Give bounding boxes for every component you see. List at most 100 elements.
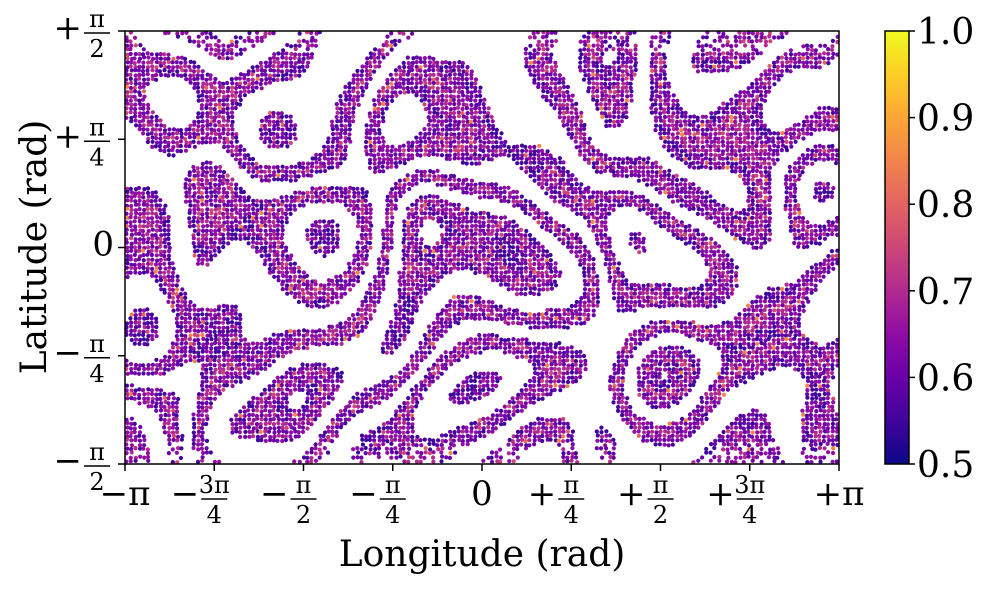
scatter-point xyxy=(409,64,414,69)
scatter-point xyxy=(145,127,150,132)
scatter-point xyxy=(679,189,684,194)
scatter-point xyxy=(275,236,280,241)
scatter-point xyxy=(620,93,625,98)
scatter-point xyxy=(402,236,407,242)
scatter-point xyxy=(796,228,801,233)
scatter-point xyxy=(662,38,667,43)
scatter-point xyxy=(481,119,486,124)
scatter-point xyxy=(196,195,201,200)
scatter-point xyxy=(595,56,600,61)
scatter-point xyxy=(801,223,806,229)
scatter-point xyxy=(234,135,239,140)
scatter-point xyxy=(128,215,133,220)
scatter-point xyxy=(657,52,662,57)
scatter-point xyxy=(293,190,298,195)
scatter-point xyxy=(600,51,605,57)
scatter-point xyxy=(674,123,679,128)
scatter-point xyxy=(254,198,260,203)
scatter-point xyxy=(742,173,748,178)
scatter-point xyxy=(805,147,811,152)
scatter-point xyxy=(789,144,794,149)
scatter-point xyxy=(713,136,718,141)
scatter-point xyxy=(502,227,507,232)
scatter-point xyxy=(625,43,630,48)
scatter-point xyxy=(473,253,478,258)
scatter-point xyxy=(762,98,768,103)
scatter-point xyxy=(788,131,793,137)
scatter-point xyxy=(136,59,141,64)
scatter-point xyxy=(330,229,335,234)
scatter-point xyxy=(418,76,423,81)
scatter-point xyxy=(792,135,797,140)
scatter-point xyxy=(464,131,469,136)
scatter-point xyxy=(347,102,352,107)
scatter-point xyxy=(713,127,718,132)
scatter-point xyxy=(355,68,360,73)
scatter-point xyxy=(285,144,290,149)
scatter-point xyxy=(170,68,175,73)
scatter-point xyxy=(759,140,764,145)
scatter-point xyxy=(528,174,533,179)
scatter-point xyxy=(222,202,227,207)
scatter-point xyxy=(183,60,188,65)
scatter-point xyxy=(481,156,486,161)
scatter-point xyxy=(258,232,263,237)
scatter-point xyxy=(205,215,210,220)
scatter-point xyxy=(212,240,217,245)
scatter-point xyxy=(767,177,772,182)
scatter-point xyxy=(439,140,444,145)
scatter-point xyxy=(208,31,213,36)
scatter-point xyxy=(133,249,139,254)
scatter-point xyxy=(436,131,441,136)
scatter-point xyxy=(825,194,830,199)
scatter-point xyxy=(557,103,563,108)
scatter-point xyxy=(334,194,339,199)
scatter-point xyxy=(570,132,575,137)
scatter-point xyxy=(229,149,234,154)
scatter-point xyxy=(692,52,697,57)
scatter-point xyxy=(293,52,298,57)
scatter-point xyxy=(330,185,335,191)
scatter-point xyxy=(755,207,760,212)
scatter-point xyxy=(805,156,810,161)
scatter-point xyxy=(758,77,763,82)
scatter-point xyxy=(574,127,580,132)
scatter-point xyxy=(595,219,600,224)
scatter-point xyxy=(460,211,465,216)
scatter-point xyxy=(490,190,496,195)
scatter-point xyxy=(822,186,827,191)
scatter-point xyxy=(238,90,243,95)
scatter-point xyxy=(452,202,457,207)
scatter-point xyxy=(402,252,407,257)
scatter-point xyxy=(204,135,209,140)
scatter-point xyxy=(749,39,755,44)
scatter-point xyxy=(536,207,541,213)
scatter-point xyxy=(494,127,499,132)
scatter-point xyxy=(583,42,588,47)
scatter-point xyxy=(221,211,226,217)
scatter-point xyxy=(372,157,377,162)
scatter-point xyxy=(671,127,676,132)
scatter-point xyxy=(255,64,260,69)
scatter-point xyxy=(486,106,491,111)
scatter-point xyxy=(754,81,759,86)
scatter-point xyxy=(524,56,529,62)
scatter-point xyxy=(616,190,622,195)
scatter-point xyxy=(453,119,458,124)
scatter-point xyxy=(162,228,167,233)
scatter-point xyxy=(553,81,558,86)
scatter-point xyxy=(535,43,541,48)
scatter-point xyxy=(263,136,268,141)
scatter-point xyxy=(758,152,763,157)
scatter-point xyxy=(216,220,221,225)
scatter-point xyxy=(712,220,718,225)
scatter-point xyxy=(586,157,591,162)
scatter-point xyxy=(351,110,356,115)
scatter-point xyxy=(574,118,579,123)
scatter-point xyxy=(266,165,272,170)
scatter-point xyxy=(238,164,243,169)
scatter-point xyxy=(435,135,441,140)
scatter-point xyxy=(750,131,755,136)
scatter-point xyxy=(418,80,423,85)
scatter-point xyxy=(268,236,273,241)
